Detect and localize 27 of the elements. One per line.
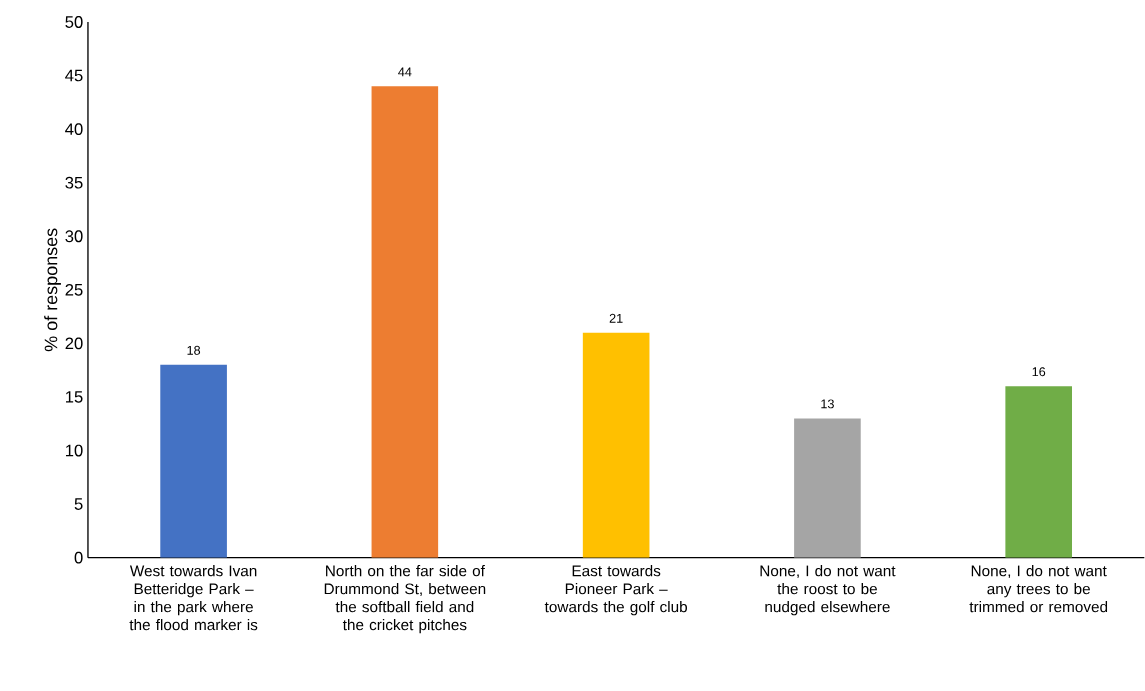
y-tick-label: 45 — [65, 69, 83, 82]
x-tick-label: None, I do not want the roost to be nudged elsewhere — [760, 565, 896, 616]
data-label: 44 — [398, 67, 412, 77]
y-tick-label: 5 — [74, 498, 83, 511]
y-tick-label: 0 — [74, 551, 83, 564]
y-tick-label: 30 — [65, 230, 83, 243]
y-tick-label: 25 — [65, 284, 83, 296]
x-tick-label: North on the far side of Drummond St, between the softball field and the cricket pitches — [324, 565, 486, 634]
x-tick-label: West towards Ivan Betteridge Park – in the park where the flood marker is — [129, 565, 258, 631]
data-label: 18 — [187, 346, 201, 355]
bar — [1005, 386, 1073, 558]
y-tick-label: 50 — [65, 16, 83, 29]
y-axis-title: % of responses — [44, 228, 61, 352]
bar — [794, 418, 861, 558]
data-label: 13 — [821, 399, 834, 409]
bar — [160, 365, 227, 558]
y-tick-label: 10 — [66, 444, 83, 457]
x-tick-label: None, I do not want any trees to be trimmed or removed — [969, 565, 1108, 613]
y-tick-label: 20 — [65, 337, 83, 350]
y-tick-label: 15 — [66, 391, 83, 403]
y-tick-label: 40 — [65, 123, 83, 136]
bar — [371, 86, 439, 558]
data-label: 21 — [609, 314, 623, 323]
bar — [582, 332, 650, 558]
x-tick-label: East towards Pioneer Park – towards the golf club — [544, 565, 688, 616]
data-label: 16 — [1032, 367, 1046, 377]
y-tick-label: 35 — [65, 177, 83, 189]
